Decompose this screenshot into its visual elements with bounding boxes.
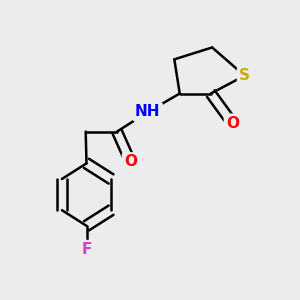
Text: NH: NH <box>135 104 160 119</box>
Text: S: S <box>239 68 250 83</box>
Text: O: O <box>226 116 239 131</box>
Text: O: O <box>124 154 137 169</box>
Text: F: F <box>81 242 92 257</box>
